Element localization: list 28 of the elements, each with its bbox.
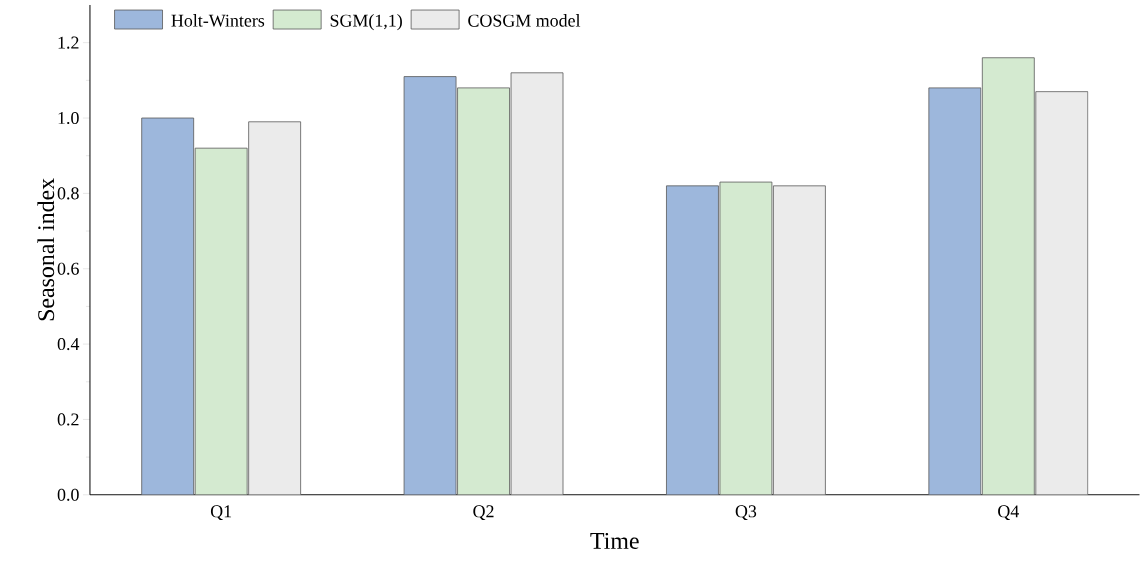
legend-label: Holt-Winters xyxy=(171,14,265,27)
x-tick-label: Q1 xyxy=(210,505,232,521)
y-axis-title: Seasonal index xyxy=(37,178,55,321)
bar xyxy=(928,87,982,495)
x-tick-label: Q4 xyxy=(998,505,1019,521)
bar xyxy=(510,72,564,495)
bar xyxy=(719,181,773,495)
y-tick-label: 0.6 xyxy=(57,262,79,275)
bar xyxy=(981,57,1035,495)
legend-label: COSGM model xyxy=(468,14,581,27)
bar xyxy=(666,185,719,495)
bar xyxy=(1035,91,1089,495)
y-tick-label: 0.4 xyxy=(57,338,80,351)
x-tick-label: Q3 xyxy=(735,505,757,521)
x-axis-title: Time xyxy=(590,533,639,550)
bar xyxy=(773,185,826,495)
x-tick-label: Q2 xyxy=(473,505,494,521)
y-tick-label: 1.2 xyxy=(58,36,79,49)
y-tick-label: 0.2 xyxy=(57,413,79,426)
bar xyxy=(457,87,510,495)
y-tick-label: 0.0 xyxy=(57,488,79,501)
bar xyxy=(403,76,457,495)
bar xyxy=(248,121,302,495)
bar xyxy=(141,117,195,495)
bar xyxy=(194,147,248,495)
legend-label: SGM(1,1) xyxy=(330,14,402,31)
y-tick-label: 0.8 xyxy=(57,187,79,200)
y-tick-label: 1.0 xyxy=(58,112,79,125)
